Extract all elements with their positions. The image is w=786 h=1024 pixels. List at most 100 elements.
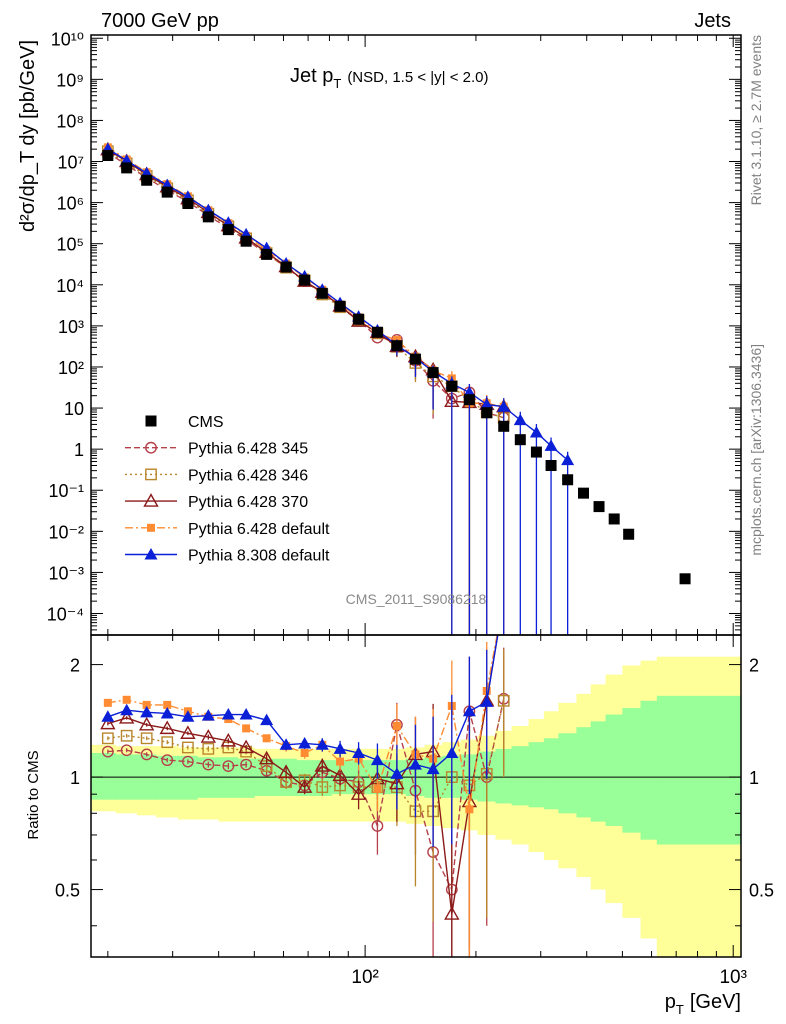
ratio-point-p345 [101,745,114,758]
cms-point [409,353,421,365]
legend-label-p370: Pythia 6.428 370 [188,494,308,511]
ratio-point-p346 [181,741,194,754]
cms-point [141,174,153,186]
y-tick-label: 10⁴ [56,276,84,296]
band-inner-bin [511,746,530,806]
ratio-tick-label-left: 1 [70,768,80,788]
chart-title-main: Jet p [290,65,333,87]
ratio-point-p6def [465,805,474,814]
chart-title-sub: T [333,76,341,91]
ratio-point-p370 [238,739,254,754]
ratio-point-p8def [298,736,312,749]
ratio-point-p6def [163,700,172,709]
cms-point [182,198,194,210]
cms-point [371,326,383,338]
band-inner-bin [656,695,741,845]
y-tick-label: 10⁻⁴ [47,605,84,625]
ratio-point-p346 [120,729,133,742]
ratio-y-axis-label: Ratio to CMS [25,750,42,839]
band-inner-bin [528,742,545,808]
legend-label-cms: CMS [188,414,224,431]
cms-point [514,434,526,446]
watermark: CMS_2011_S9086218 [346,591,487,607]
mcplots-label: mcplots.cern.ch [arXiv:1306.3436] [748,344,764,556]
legend-marker-p345 [145,441,157,454]
ratio-point-p345 [140,748,153,761]
ratio-point-p345 [202,758,215,771]
ratio-point-p370 [258,750,275,765]
ratio-line-p6def [107,635,498,810]
ratio-point-p370 [180,725,196,739]
ratio-point-p8def [370,753,384,766]
ratio-point-p370 [200,729,217,743]
x-axis-label: pT [GeV] [665,991,741,1017]
chart-title-tail: (NSD, 1.5 < |y| < 2.0) [347,69,488,86]
cms-point [391,340,403,352]
header-left: 7000 GeV pp [101,10,219,32]
spectrum-series [100,141,691,635]
band-inner-bin [558,733,577,814]
cms-point [463,394,475,406]
ratio-point-p6def [373,784,382,793]
y-tick-label: 10³ [58,317,84,337]
ratio-point-p6def [242,724,251,733]
ratio-point-p370 [118,709,135,724]
ratio-point-p370 [220,732,237,747]
band-inner-bin [543,738,559,810]
ratio-point-p346 [497,694,510,707]
ratio-line-p370 [107,635,499,915]
cms-point [121,162,133,174]
ratio-point-p8def [352,746,366,758]
ratio-point-p8def [239,708,253,720]
ratio-point-p8def [390,767,404,779]
ratio-point-p370 [138,716,155,731]
band-inner-bin [155,755,179,800]
ratio-point-p8def [462,704,476,717]
y-tick-label: 10⁻¹ [48,481,84,501]
legend: CMS Pythia 6.428 345 Pythia 6.428 346 Pythi… [125,414,330,565]
band-inner-bin [91,752,117,800]
x-tick-label: 10³ [719,967,746,988]
legend-marker-p346 [145,468,157,481]
series-point-p8def [497,400,511,412]
y-tick-label: 10⁷ [57,153,84,173]
ratio-tick-label-right: 2 [749,656,759,676]
cms-point [202,211,214,223]
ratio-point-p345 [371,820,384,832]
legend-label-p8def: Pythia 8.308 default [188,548,330,565]
legend-marker-p8def [144,548,158,560]
cms-point [530,446,542,458]
y-tick-label: 10² [58,358,84,378]
ratio-frame [90,634,742,958]
ratio-tick-label-right: 0.5 [749,881,774,901]
ratio-point-p8def [279,738,293,750]
ratio-point-p6def [103,698,112,707]
ratio-point-p370 [444,906,460,920]
cms-point [102,150,114,162]
y-tick-label: 10 [64,399,84,419]
ratio-point-p346 [161,736,174,749]
band-inner-bin [590,721,607,822]
ratio-point-p370 [296,779,313,793]
ratio-point-p370 [332,767,348,782]
ratio-series [100,635,510,957]
series-line-p370 [107,149,504,408]
ratio-point-p8def [101,710,115,722]
ratio-tick-label-right: 1 [749,768,759,788]
y-tick-label: 10⁻³ [48,563,84,583]
top-frame [90,34,742,636]
cms-point [498,420,510,432]
ratio-point-p345 [222,760,235,772]
cms-point [593,501,605,513]
cms-point [679,573,691,585]
y-tick-label: 10¹⁰ [51,29,84,49]
ratio-point-p8def [201,709,215,721]
y-tick-label: 10⁸ [56,111,84,131]
legend-label-p345: Pythia 6.428 345 [188,441,308,458]
ratio-tick-label-left: 0.5 [55,881,80,901]
legend-marker-cms [145,415,157,427]
cms-point [446,380,458,392]
y-axis-label: d²σ/dp_T dy [pb/GeV] [17,40,39,232]
series-point-p8def [544,439,558,451]
